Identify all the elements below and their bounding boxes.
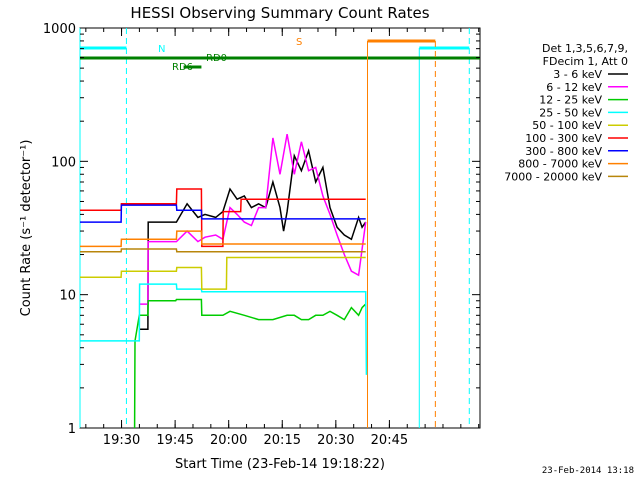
x-tick-label: 19:30 <box>103 433 140 448</box>
legend-entry: 7000 - 20000 keV <box>504 170 602 183</box>
legend-entry: 800 - 7000 keV <box>518 158 602 171</box>
y-tick-label: 1 <box>68 422 76 437</box>
flag-annotation: RD6 <box>172 62 193 73</box>
x-tick-label: 20:45 <box>371 433 408 448</box>
axis-ticks: 1 10 100 1000 Count Rate (s⁻¹ detector⁻¹) 19:… <box>19 22 480 448</box>
legend-header: FDecim 1, Att 0 <box>543 55 628 68</box>
series-line <box>80 256 366 290</box>
y-tick-label: 100 <box>51 155 76 170</box>
x-tick-label: 19:45 <box>156 433 193 448</box>
chart-title: HESSI Observing Summary Count Rates <box>130 4 429 22</box>
series-line <box>80 204 366 223</box>
series-line <box>80 248 366 253</box>
legend-entry: 300 - 800 keV <box>525 145 602 158</box>
y-axis-label: Count Rate (s⁻¹ detector⁻¹) <box>19 140 34 317</box>
legend-entry: 6 - 12 keV <box>546 81 602 94</box>
series-line <box>80 283 368 375</box>
legend: Det 1,3,5,6,7,9,FDecim 1, Att 03 - 6 keV… <box>504 42 628 183</box>
series-line <box>139 148 367 331</box>
observing-flag-bars: N RD0 RD6 S <box>79 28 480 428</box>
series-line <box>80 230 366 248</box>
flag-annotation: N <box>158 44 165 55</box>
y-tick-label: 10 <box>59 289 76 304</box>
x-tick-label: 20:00 <box>210 433 247 448</box>
series-line <box>139 133 367 305</box>
legend-entry: 3 - 6 keV <box>553 68 602 81</box>
x-tick-label: 20:30 <box>317 433 354 448</box>
series-group <box>80 133 368 429</box>
x-tick-label: 20:15 <box>264 433 301 448</box>
flag-annotation: S <box>296 37 302 48</box>
y-tick-label: 1000 <box>43 22 76 37</box>
x-axis-label: Start Time (23-Feb-14 19:18:22) <box>175 457 385 472</box>
series-line <box>133 298 367 429</box>
legend-entry: 25 - 50 keV <box>539 106 602 119</box>
legend-entry: 12 - 25 keV <box>539 94 602 107</box>
footer-timestamp: 23-Feb-2014 13:18 <box>541 466 634 476</box>
flag-annotation: RD0 <box>206 53 227 64</box>
plot-frame <box>79 27 481 429</box>
legend-entry: 100 - 300 keV <box>525 132 602 145</box>
legend-header: Det 1,3,5,6,7,9, <box>542 42 628 55</box>
plot-axes <box>79 27 481 429</box>
legend-entry: 50 - 100 keV <box>532 119 602 132</box>
